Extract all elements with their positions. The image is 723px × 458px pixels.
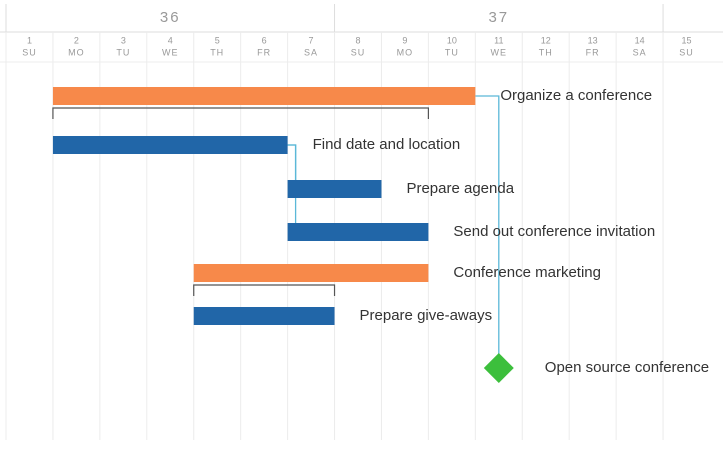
day-number: 1 [27,35,32,45]
day-number: 2 [74,35,79,45]
day-number: 4 [168,35,173,45]
task-label: Prepare give-aways [360,307,493,324]
weekday-label: SU [679,47,694,57]
weekday-label: TH [210,47,224,57]
weekday-label: TU [445,47,459,57]
day-number: 12 [541,35,551,45]
day-number: 13 [588,35,598,45]
weekday-label: SA [633,47,647,57]
milestone [483,353,514,383]
weekday-label: MO [68,47,85,57]
day-number: 3 [121,35,126,45]
weekday-label: WE [162,47,179,57]
weekday-label: TU [116,47,130,57]
summary-bracket [193,284,336,296]
weekday-label: MO [397,47,414,57]
task-bar [193,307,335,325]
task-label: Conference marketing [453,264,601,281]
dependency-link [475,95,500,354]
task-label: Organize a conference [500,87,652,104]
task-label: Find date and location [313,136,461,153]
weekday-label: WE [491,47,508,57]
weekday-label: SU [351,47,366,57]
day-number: 7 [309,35,314,45]
day-number: 11 [494,35,503,45]
task-bar [193,264,429,282]
day-number: 9 [402,35,407,45]
day-number: 15 [682,35,692,45]
task-bar [52,87,476,105]
day-number: 5 [215,35,220,45]
day-number: 8 [355,35,360,45]
task-bar [287,223,429,241]
weekday-label: SA [304,47,318,57]
weekday-label: TH [539,47,553,57]
task-label: Open source conference [545,359,709,376]
task-label: Prepare agenda [406,180,514,197]
weekday-label: SU [22,47,37,57]
dependency-link [287,144,297,232]
weekday-label: FR [257,47,271,57]
week-label: 36 [160,9,181,26]
summary-bracket [52,107,429,119]
day-number: 6 [262,35,267,45]
week-label: 37 [488,9,509,26]
day-number: 14 [635,35,645,45]
weekday-label: FR [586,47,600,57]
task-label: Send out conference invitation [453,223,655,240]
task-bar [287,180,382,198]
task-bar [52,136,288,154]
day-number: 10 [447,35,457,45]
